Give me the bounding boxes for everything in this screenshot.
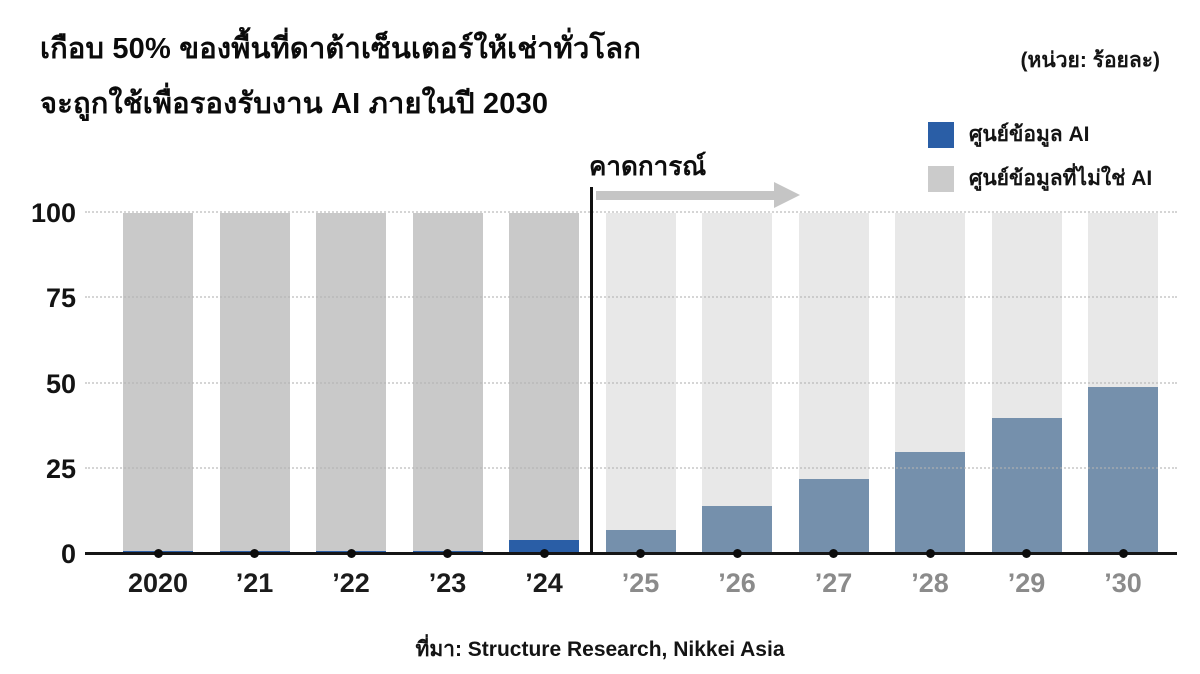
axis-dot (732, 549, 742, 558)
x-tick-label-27: ’27 (814, 568, 853, 598)
segment-non-ai (509, 213, 579, 541)
segment-ai (1088, 386, 1158, 554)
segment-ai (509, 540, 579, 554)
gridline-50 (85, 381, 1177, 384)
gridline-75 (85, 296, 1177, 299)
segment-ai (702, 506, 772, 554)
axis-dot (1022, 549, 1031, 558)
y-tick-label-75: 75 (45, 283, 76, 314)
segment-ai (991, 417, 1062, 554)
x-tick-label-23: ’23 (428, 568, 467, 598)
segment-non-ai (1088, 213, 1158, 387)
legend-label-nonai: ศูนย์ข้อมูลที่ไม่ใช่ AI (969, 167, 1153, 190)
legend: ศูนย์ข้อมูล AI ศูนย์ข้อมูลที่ไม่ใช่ AI (928, 118, 1152, 206)
bar-29 (991, 213, 1062, 554)
segment-non-ai (605, 213, 676, 531)
x-tick-label-22: ’22 (332, 568, 370, 598)
bar-26 (702, 213, 772, 554)
segment-non-ai (895, 213, 965, 452)
gridline-25 (85, 466, 1177, 469)
x-axis-labels: 2020 ’21 ’22 ’23 ’24 ’25 ’26 ’27 ’28 ’29 ’30 (85, 566, 1177, 606)
bar-22 (316, 213, 386, 554)
y-tick-label-25: 25 (45, 453, 76, 484)
x-tick-label-26: ’26 (718, 568, 756, 598)
x-tick-label-21: ’21 (235, 568, 274, 598)
bar-25 (605, 213, 676, 554)
forecast-arrow-icon (596, 182, 806, 208)
segment-non-ai (702, 213, 772, 507)
chart-title: เกือบ 50% ของพื้นที่ดาต้าเซ็นเตอร์ให้เช่… (40, 22, 641, 132)
axis-dot (1118, 549, 1128, 558)
segment-non-ai (991, 213, 1062, 418)
y-tick-label-0: 0 (60, 539, 76, 569)
bar-27 (798, 213, 869, 554)
forecast-divider-line (590, 187, 593, 554)
source-note: ที่มา: Structure Research, Nikkei Asia (415, 638, 785, 661)
bar-23 (412, 213, 483, 554)
bar-28 (895, 213, 965, 554)
segment-non-ai (798, 213, 869, 479)
x-tick-label-30: ’30 (1104, 568, 1142, 598)
chart-title-line2: จะถูกใช้เพื่อรองรับงาน AI ภายในปี 2030 (40, 88, 549, 120)
x-tick-label-2020: 2020 (127, 568, 189, 598)
bar-chart-plot (85, 211, 1177, 558)
x-tick-label-29: ’29 (1007, 568, 1046, 598)
legend-swatch-ai-icon (928, 121, 954, 148)
chart-title-line1: เกือบ 50% ของพื้นที่ดาต้าเซ็นเตอร์ให้เช่… (40, 33, 641, 65)
forecast-label: คาดการณ์ (589, 151, 707, 181)
forecast-arrow-shaft (596, 191, 776, 200)
bar-2020 (123, 213, 193, 554)
segment-ai (798, 478, 869, 554)
legend-label-ai: ศูนย์ข้อมูล AI (969, 123, 1090, 146)
axis-dot (250, 549, 259, 558)
bar-21 (219, 213, 290, 554)
legend-item-nonai: ศูนย์ข้อมูลที่ไม่ใช่ AI (928, 162, 1152, 195)
forecast-arrow-head (774, 182, 800, 208)
y-tick-label-50: 50 (45, 368, 76, 399)
x-axis-line (85, 552, 1177, 555)
bar-30 (1088, 213, 1158, 554)
legend-item-ai: ศูนย์ข้อมูล AI (928, 118, 1152, 151)
bar-24 (509, 213, 579, 554)
axis-dot (925, 549, 935, 558)
legend-swatch-nonai-icon (928, 165, 954, 192)
gridline-100 (85, 211, 1177, 213)
axis-dot (443, 549, 452, 558)
y-tick-label-100: 100 (30, 198, 76, 228)
axis-dot (539, 549, 549, 558)
x-tick-label-25: ’25 (621, 568, 660, 598)
axis-dot (636, 549, 645, 558)
y-axis-labels: 0 25 50 75 100 (0, 198, 76, 569)
axis-dot (829, 549, 838, 558)
axis-dot (153, 549, 163, 558)
x-tick-label-24: ’24 (525, 568, 563, 598)
unit-note: (หน่วย: ร้อยละ) (1020, 49, 1160, 72)
axis-dot (346, 549, 356, 558)
x-tick-label-28: ’28 (911, 568, 949, 598)
segment-ai (605, 530, 676, 554)
